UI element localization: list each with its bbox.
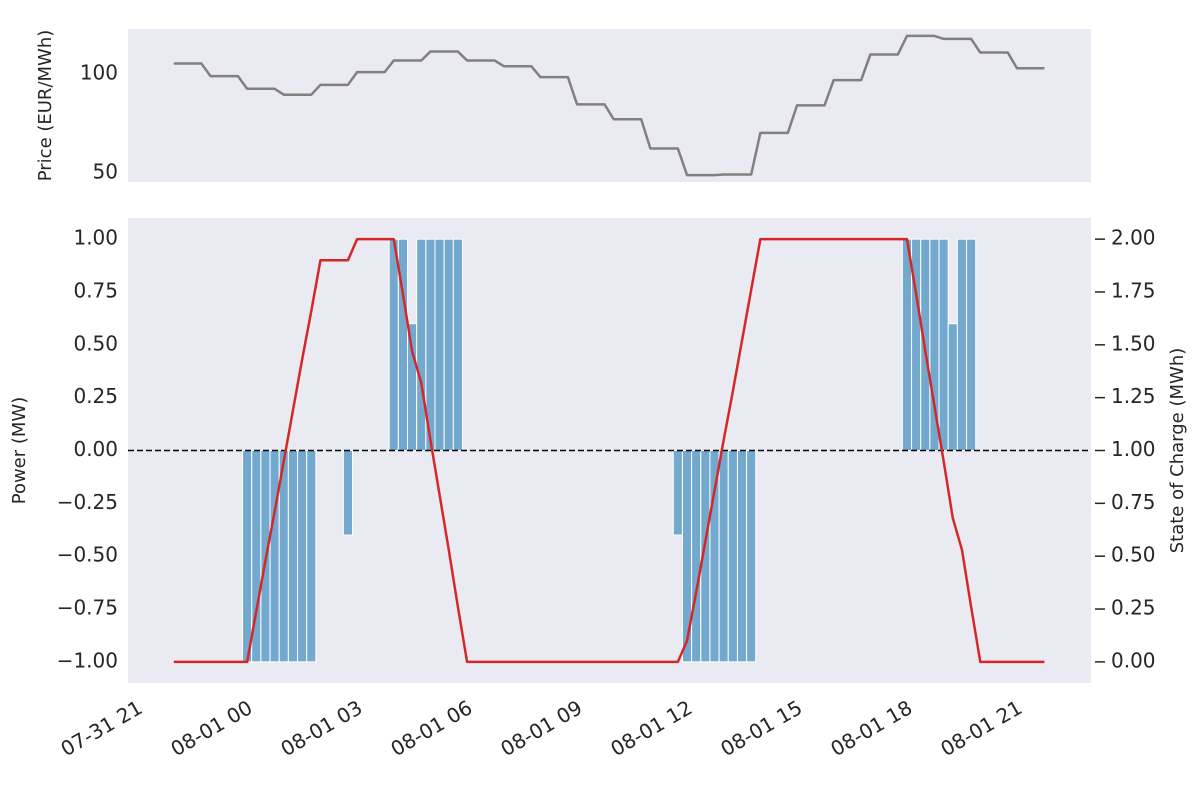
bar — [452, 238, 464, 451]
y-tick-label: −1.00 — [57, 648, 118, 672]
y2-tick-label: 0.50 — [1111, 543, 1156, 567]
bar — [966, 238, 977, 451]
y-axis-label: Power (MW) — [9, 397, 30, 505]
y-tick-label: −0.25 — [57, 490, 118, 514]
y-tick-label: 0.50 — [73, 331, 118, 355]
y-tick-label: 0.75 — [73, 278, 118, 302]
line — [173, 34, 1045, 177]
bar — [242, 450, 253, 663]
bar — [938, 238, 949, 451]
line — [173, 237, 1045, 664]
bar — [342, 450, 354, 536]
y-tick-label: −0.75 — [57, 596, 118, 620]
x-tick-label: 08-01 00 — [167, 695, 257, 761]
y-axis-label: Price (EUR/MWh) — [35, 30, 56, 182]
bar — [287, 450, 299, 663]
bar — [672, 450, 683, 536]
bar — [947, 323, 958, 452]
x-tick-label: 08-01 18 — [826, 695, 916, 761]
y2-axis-label: State of Charge (MWh) — [1167, 348, 1188, 554]
bar — [269, 450, 280, 663]
bar — [306, 450, 317, 663]
y2-tick-label: 2.00 — [1111, 226, 1156, 250]
bar — [407, 323, 418, 452]
y2-tick-label: 1.00 — [1111, 437, 1156, 461]
x-tick-label: 08-01 09 — [496, 695, 586, 761]
plot-area — [128, 29, 1091, 182]
y-tick-label: 0.00 — [73, 437, 118, 461]
y2-tick-label: 0.00 — [1111, 648, 1156, 672]
x-tick-label: 07-31 21 — [57, 695, 147, 761]
y-tick-label: 1.00 — [73, 226, 118, 250]
bar — [709, 450, 720, 663]
bar — [901, 238, 913, 451]
bar — [727, 450, 738, 663]
y2-tick-label: 1.75 — [1111, 278, 1156, 302]
bar — [388, 238, 399, 451]
bar — [691, 450, 702, 663]
y2-tick-label: 0.75 — [1111, 490, 1156, 514]
y-tick-label: 100 — [80, 61, 118, 85]
x-tick-label: 08-01 03 — [276, 695, 366, 761]
x-tick-label: 08-01 15 — [716, 695, 806, 761]
y2-tick-label: 0.25 — [1111, 596, 1156, 620]
bar — [443, 238, 454, 451]
bar — [736, 450, 748, 663]
y-tick-label: 0.25 — [73, 384, 118, 408]
bar — [956, 238, 968, 451]
bar — [718, 450, 729, 663]
bar — [416, 238, 427, 451]
bar — [297, 450, 308, 663]
y-tick-label: 50 — [93, 160, 118, 184]
y2-tick-label: 1.25 — [1111, 384, 1156, 408]
y2-tick-label: 1.50 — [1111, 331, 1156, 355]
bar — [434, 238, 445, 451]
y-tick-label: −0.50 — [57, 543, 118, 567]
x-tick-label: 08-01 06 — [386, 695, 476, 761]
x-tick-label: 08-01 12 — [606, 695, 696, 761]
x-tick-label: 08-01 21 — [936, 695, 1026, 761]
bar — [746, 450, 757, 663]
